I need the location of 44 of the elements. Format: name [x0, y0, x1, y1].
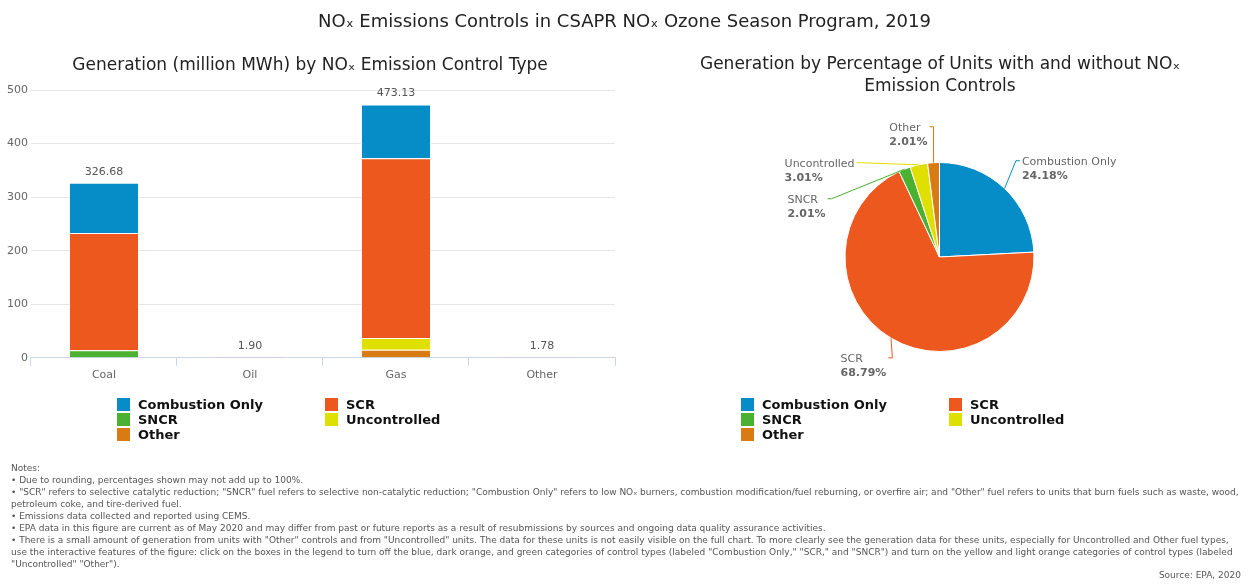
source-note: Source: EPA, 2020: [1157, 570, 1241, 580]
x-tick-label: Other: [526, 368, 559, 382]
total-label: 1.78: [529, 338, 555, 352]
slice-label: SCR: [840, 351, 864, 365]
legend-label: Combustion Only: [138, 397, 263, 412]
legend-label: Uncontrolled: [346, 412, 441, 427]
legend-label: SNCR: [138, 412, 178, 427]
data-label: 68.79%: [840, 365, 887, 379]
x-tick-label: Coal: [91, 368, 117, 382]
total-label: 473.13: [376, 86, 416, 100]
slice-label: Other: [889, 120, 922, 134]
text: • Due to rounding, percentages shown may not add up to 100%.: [11, 474, 305, 486]
y-tick-label: 400: [7, 136, 28, 150]
data-label: 24.18%: [1021, 168, 1068, 182]
text: NOₓ Emissions Controls in CSAPR NOₓ Ozone Season Program, 2019: [317, 10, 932, 31]
text: Notes:: [11, 462, 42, 474]
legend-label: Combustion Only: [762, 397, 887, 412]
x-tick-label: Gas: [385, 368, 407, 382]
text: • Emissions data collected and reported using CEMS.: [11, 510, 252, 522]
text: • There is a small amount of generation from units with "Other" controls and from "Uncontrolled" units. The data for these units is not easily visible on the full chart. To more clearly see the generation data for these units, especially for Uncontrolled and Other fuel types, use the interactive features of the figure: click on the boxes in the legend to turn off the blue, dark orange, and green categories of control types (labeled "Combustion Only," "SCR," and "SNCR") and turn on the yellow and light orange categories of control types (labeled "Uncontrolled" "Other").: [11, 534, 1234, 570]
data-label: 2.01%: [787, 206, 826, 220]
data-label: 3.01%: [784, 170, 823, 184]
text: • EPA data in this figure are current as of May 2020 and may differ from past or future reports as a result of resubmissions by sources and ongoing data quality assurance activities.: [11, 522, 827, 534]
chart-title: Generation by Percentage of Units with and without NOₓ Emission Controls: [699, 52, 1181, 96]
total-label: 1.90: [237, 338, 263, 352]
y-tick-label: 100: [7, 297, 28, 311]
legend-label: Other: [138, 427, 180, 442]
legend-label: Uncontrolled: [970, 412, 1065, 427]
legend-label: SNCR: [762, 412, 802, 427]
y-tick-label: 300: [7, 189, 28, 203]
legend-label: Other: [762, 427, 804, 442]
chart-title: Generation (million MWh) by NOₓ Emission Control Type: [71, 53, 549, 75]
total-label: 326.68: [84, 164, 124, 178]
data-label: 2.01%: [889, 134, 928, 148]
slice-label: SNCR: [787, 192, 819, 206]
slice-label: Combustion Only: [1021, 154, 1117, 168]
x-tick-label: Oil: [242, 368, 258, 382]
legend-label: SCR: [970, 397, 999, 412]
y-tick-label: 200: [7, 243, 28, 257]
y-tick-label: 500: [7, 82, 28, 96]
slice-label: Uncontrolled: [784, 156, 855, 170]
y-tick-label: 0: [21, 350, 28, 364]
legend-label: SCR: [346, 397, 375, 412]
text: • "SCR" refers to selective catalytic reduction; "SNCR" fuel refers to selective non-catalytic reduction; "Combustion Only" refers to low NOₓ burners, combustion modification/fuel reburning, or overfire air; and "Other" fuel refers to units that burn fuels such as waste, wood, petroleum coke, and tire-derived fuel.: [11, 486, 1240, 510]
